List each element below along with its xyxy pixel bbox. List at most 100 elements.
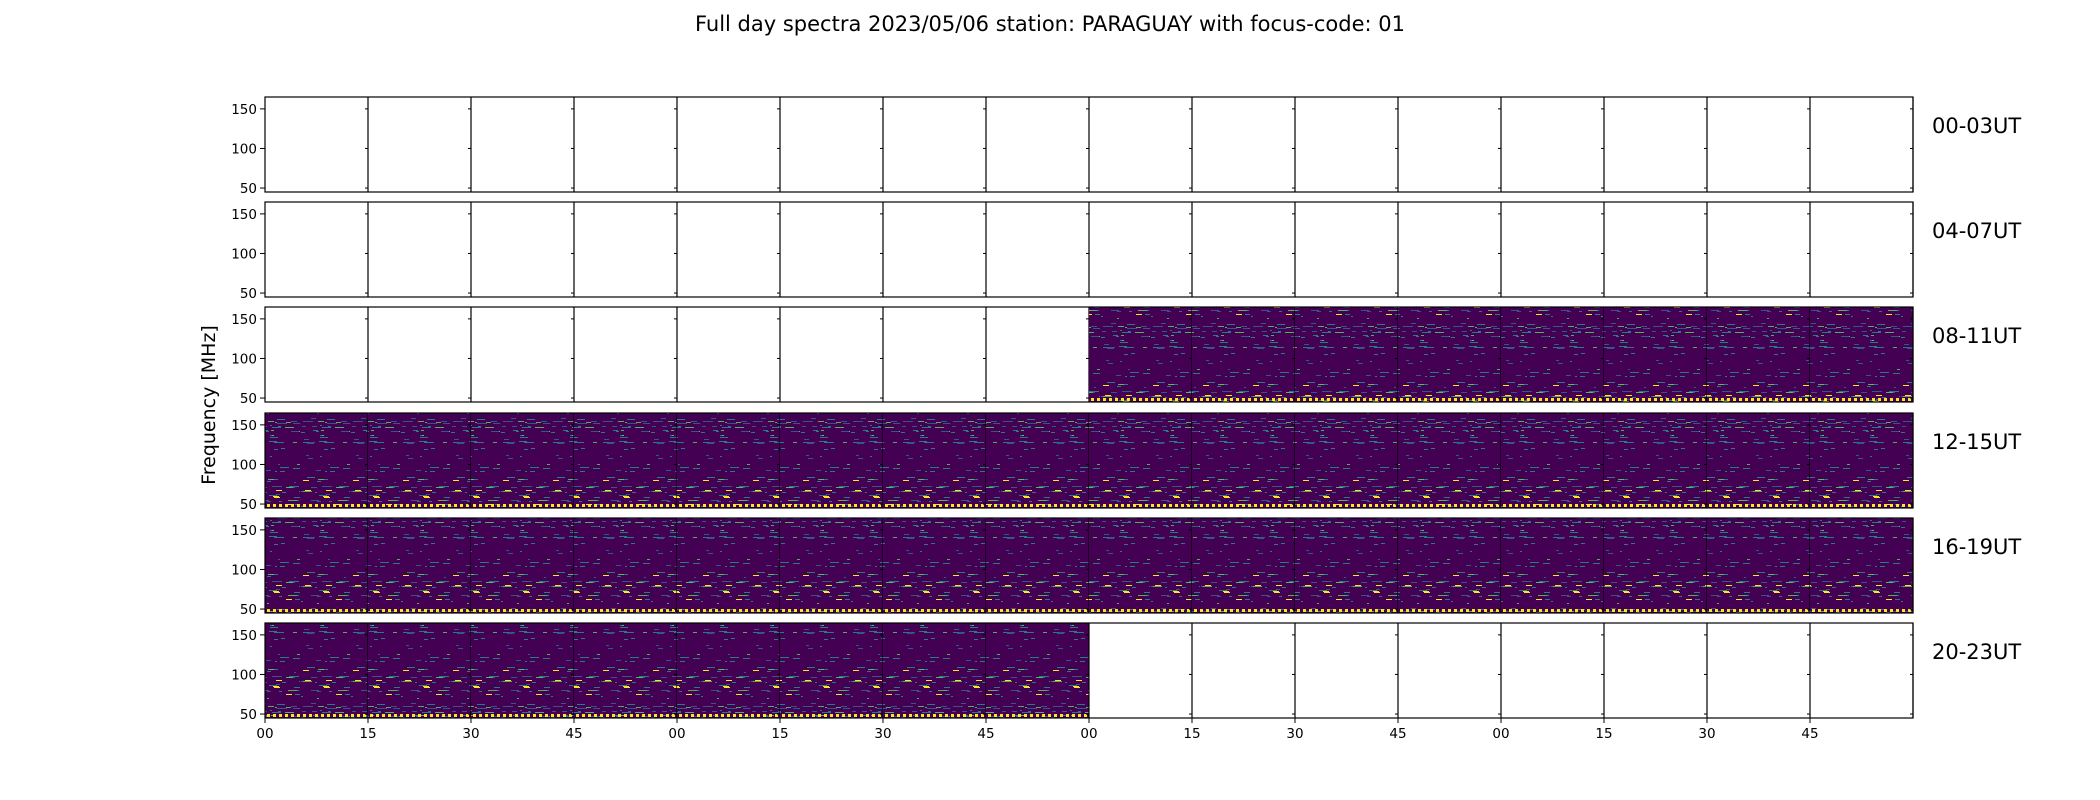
baseline-dot: [745, 714, 748, 717]
spectrum-heatmap: [1192, 307, 1295, 402]
baseline-dot: [370, 609, 373, 612]
baseline-dot: [1157, 609, 1160, 612]
baseline-dot: [885, 609, 888, 612]
baseline-dot: [1381, 609, 1384, 612]
baseline-dot: [1066, 609, 1069, 612]
baseline-dot: [363, 609, 366, 612]
spectrum-heatmap: [1604, 518, 1707, 613]
spectra-row: 50 100 150 12-15UT: [231, 412, 2021, 513]
baseline-dot: [1375, 398, 1378, 401]
spectrum-panel: [780, 623, 884, 718]
baseline-dot: [872, 714, 875, 717]
baseline-dot: [697, 609, 700, 612]
baseline-dot: [1297, 398, 1300, 401]
spectrum-panel: [1292, 202, 1296, 297]
baseline-dot: [685, 504, 688, 507]
baseline-dot: [1521, 609, 1524, 612]
baseline-dot: [1666, 609, 1669, 612]
baseline-dot: [1272, 504, 1275, 507]
baseline-dot: [1248, 398, 1251, 401]
row-time-label: 12-15UT: [1932, 430, 2021, 454]
baseline-dot: [1194, 609, 1197, 612]
baseline-dot: [618, 504, 621, 507]
spectrum-heatmap: [1295, 518, 1398, 613]
baseline-dot: [1412, 504, 1415, 507]
baseline-dot: [563, 504, 566, 507]
baseline-dot: [739, 714, 742, 717]
baseline-dot: [624, 609, 627, 612]
baseline-dot: [1799, 609, 1802, 612]
baseline-dot: [666, 504, 669, 507]
baseline-dot: [1078, 714, 1081, 717]
baseline-dot: [975, 504, 978, 507]
spectrum-panel: [777, 202, 781, 297]
baseline-dot: [1503, 609, 1506, 612]
baseline-dot: [406, 714, 409, 717]
baseline-dot: [691, 609, 694, 612]
baseline-dot: [557, 714, 560, 717]
baseline-dot: [527, 714, 530, 717]
x-tick-label: 30: [1286, 726, 1303, 742]
spectra-row: 50 100 150 04-07UT: [231, 201, 2021, 302]
baseline-dot: [1478, 398, 1481, 401]
x-tick-label: 00: [668, 726, 685, 742]
baseline-dot: [1581, 398, 1584, 401]
baseline-dot: [1357, 609, 1360, 612]
baseline-dot: [1866, 398, 1869, 401]
y-tick-label: 150: [231, 418, 257, 434]
baseline-dot: [1381, 504, 1384, 507]
baseline-dot: [1709, 609, 1712, 612]
baseline-dot: [1769, 609, 1772, 612]
baseline-dot: [436, 609, 439, 612]
baseline-dot: [1175, 609, 1178, 612]
baseline-dot: [1048, 504, 1051, 507]
baseline-dot: [818, 504, 821, 507]
baseline-dot: [412, 714, 415, 717]
baseline-dot: [1351, 504, 1354, 507]
baseline-dot: [1842, 609, 1845, 612]
baseline-dot: [739, 504, 742, 507]
baseline-dot: [1757, 504, 1760, 507]
baseline-dot: [1387, 609, 1390, 612]
baseline-dot: [733, 609, 736, 612]
baseline-dot: [854, 609, 857, 612]
baseline-dot: [285, 714, 288, 717]
baseline-dot: [1490, 398, 1493, 401]
spectra-row: 50 100 150 16-19UT: [231, 517, 2021, 618]
baseline-dot: [763, 504, 766, 507]
spectrum-heatmap: [1501, 518, 1604, 613]
baseline-dot: [430, 714, 433, 717]
spectrum-panel: [1089, 518, 1193, 613]
baseline-dot: [945, 609, 948, 612]
baseline-dot: [1496, 609, 1499, 612]
baseline-dot: [1430, 609, 1433, 612]
baseline-dot: [1805, 609, 1808, 612]
baseline-dot: [757, 504, 760, 507]
baseline-dot: [551, 714, 554, 717]
baseline-dot: [273, 714, 276, 717]
baseline-dot: [1297, 609, 1300, 612]
baseline-dot: [1072, 609, 1075, 612]
baseline-dot: [1642, 398, 1645, 401]
baseline-dot: [1702, 504, 1705, 507]
baseline-dot: [612, 609, 615, 612]
baseline-dot: [448, 504, 451, 507]
baseline-dot: [860, 609, 863, 612]
baseline-dot: [588, 609, 591, 612]
baseline-dot: [697, 714, 700, 717]
spectrum-panel: [1501, 307, 1605, 402]
baseline-dot: [1187, 398, 1190, 401]
baseline-dot: [685, 609, 688, 612]
spectrum-heatmap: [471, 518, 574, 613]
baseline-dot: [1878, 504, 1881, 507]
baseline-dot: [1381, 398, 1384, 401]
baseline-dot: [1163, 609, 1166, 612]
row-frame: [264, 306, 1914, 403]
spectrum-panel: [1810, 307, 1914, 402]
baseline-dot: [466, 504, 469, 507]
baseline-dot: [1060, 714, 1063, 717]
baseline-dot: [660, 714, 663, 717]
baseline-dot: [1715, 609, 1718, 612]
baseline-dot: [503, 504, 506, 507]
baseline-dot: [388, 609, 391, 612]
